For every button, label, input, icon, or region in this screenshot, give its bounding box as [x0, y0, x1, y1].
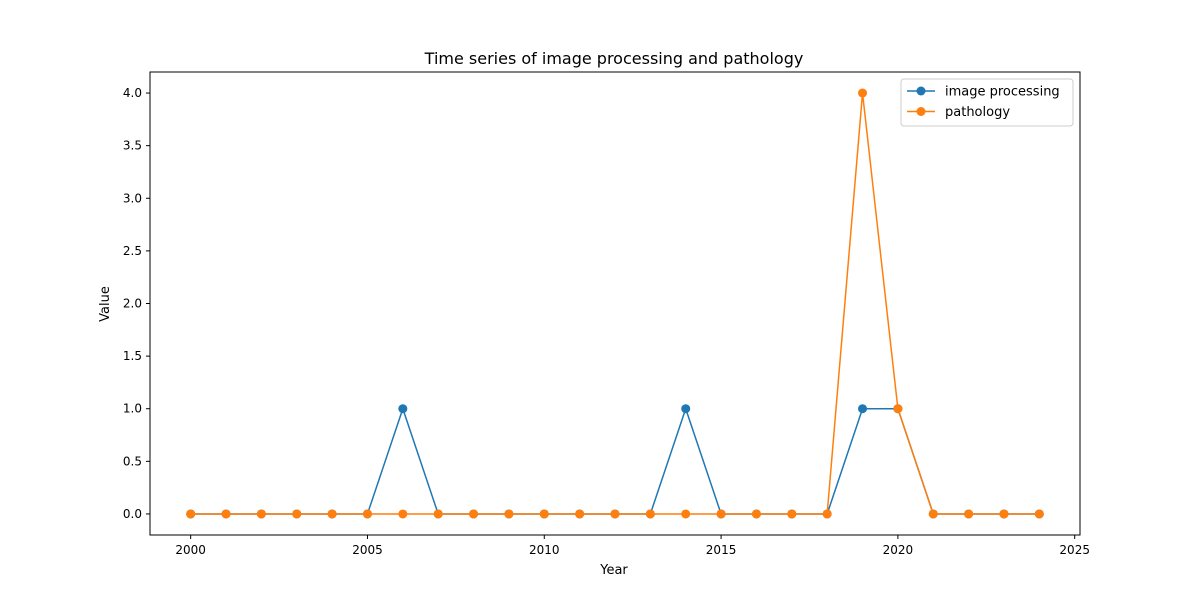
x-tick-label: 2015 [706, 543, 737, 557]
data-point [362, 509, 372, 519]
legend-label: pathology [945, 105, 1010, 120]
x-tick-label: 2010 [529, 543, 560, 557]
data-point [751, 509, 761, 519]
data-point [433, 509, 443, 519]
y-tick-label: 3.0 [123, 191, 142, 205]
data-point [575, 509, 585, 519]
x-axis-label: Year [599, 563, 628, 578]
x-tick-label: 2025 [1059, 543, 1090, 557]
data-point [681, 509, 691, 519]
x-tick-label: 2020 [883, 543, 914, 557]
legend-marker [916, 107, 926, 116]
data-point [893, 404, 903, 414]
data-point [610, 509, 620, 519]
data-point [292, 509, 302, 519]
y-tick-label: 2.5 [123, 244, 142, 258]
data-point [787, 509, 797, 519]
chart-title: Time series of image processing and path… [424, 49, 804, 68]
data-point [928, 509, 938, 519]
data-point [469, 509, 479, 519]
data-point [964, 509, 974, 519]
x-tick-label: 2000 [175, 543, 206, 557]
data-point [256, 509, 266, 519]
y-tick-label: 1.0 [123, 402, 142, 416]
data-point [504, 509, 514, 519]
y-axis-label: Value [98, 286, 113, 322]
data-point [327, 509, 337, 519]
data-point [186, 509, 196, 519]
y-tick-label: 0.5 [123, 454, 142, 468]
data-point [716, 509, 726, 519]
y-tick-label: 4.0 [123, 86, 142, 100]
data-point [398, 404, 408, 414]
legend: image processing pathology [900, 78, 1074, 127]
data-point [645, 509, 655, 519]
y-tick-label: 3.5 [123, 139, 142, 153]
x-tick-label: 2005 [352, 543, 383, 557]
legend-label: image processing [945, 85, 1060, 100]
data-point [221, 509, 231, 519]
data-point [539, 509, 549, 519]
data-point [681, 404, 691, 414]
plot-area: 2000 2005 2010 2015 2020 2025 0.0 0.5 1.0 1.5 2.0 2… [123, 71, 1090, 557]
y-tick-label: 0.0 [123, 507, 142, 521]
data-point [858, 404, 868, 414]
data-point [1034, 509, 1044, 519]
legend-marker [916, 86, 926, 96]
data-point [999, 509, 1009, 519]
data-point [822, 509, 832, 519]
legend-box [900, 78, 1074, 127]
data-point [858, 88, 868, 98]
y-tick-label: 2.0 [123, 297, 142, 311]
y-tick-label: 1.5 [123, 349, 142, 363]
data-point [398, 509, 408, 519]
